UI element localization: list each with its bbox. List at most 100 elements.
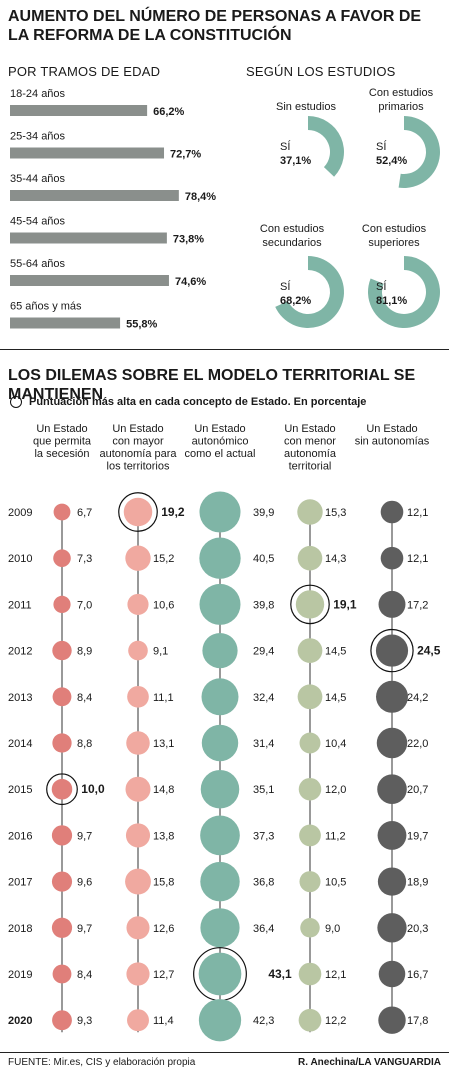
bubble [52, 687, 72, 707]
bubble-value-label: 16,7 [407, 969, 428, 981]
bubble [377, 867, 407, 896]
education-category-label: superiores [368, 237, 420, 249]
education-category-label: secundarios [262, 237, 322, 249]
bubble-value-label: 10,0 [81, 782, 105, 796]
bubble [298, 777, 322, 801]
year-label: 2014 [8, 738, 32, 750]
column-header-label: Un Estado [284, 423, 335, 435]
bubble [297, 499, 323, 525]
bubble-value-label: 17,2 [407, 599, 428, 611]
education-category-label: Con estudios [362, 223, 427, 235]
bubble [126, 916, 150, 940]
age-subtitle: POR TRAMOS DE EDAD [8, 64, 161, 79]
bubble-value-label: 14,5 [325, 646, 346, 658]
education-subtitle: SEGÚN LOS ESTUDIOS [246, 64, 396, 79]
education-category-label: Sin estudios [276, 101, 336, 113]
bubble-value-label: 20,7 [407, 784, 428, 796]
bubble-value-label: 19,2 [161, 505, 185, 519]
bubble [53, 595, 71, 613]
bubble [52, 640, 72, 661]
column-header-label: Un Estado [194, 423, 245, 435]
bubble-value-label: 36,4 [253, 923, 274, 935]
bubble-value-label: 14,3 [325, 553, 346, 565]
year-label: 2009 [8, 507, 32, 519]
footer-source: FUENTE: Mir.es, CIS y elaboración propia [8, 1057, 196, 1068]
bubble [300, 918, 320, 938]
column-header-label: Un Estado [112, 423, 163, 435]
donut-slice [275, 256, 344, 329]
age-bar [10, 190, 179, 201]
year-label: 2020 [8, 1015, 32, 1027]
donut-slice [398, 116, 441, 189]
bubble [201, 724, 239, 762]
education-category-label: Con estudios [260, 223, 325, 235]
bubble-value-label: 12,1 [407, 553, 428, 565]
donut-value-label: 81,1% [376, 295, 407, 307]
age-bar [10, 232, 167, 244]
bubble-value-label: 9,1 [153, 646, 168, 658]
max-ring-icon [46, 773, 78, 806]
donut-slice [368, 256, 440, 328]
bubble [377, 774, 407, 804]
bubble [51, 917, 73, 938]
bubble [375, 634, 409, 667]
age-category-label: 45-54 años [10, 216, 66, 228]
donut-value-label: 52,4% [376, 155, 407, 167]
bubble-value-label: 20,3 [407, 923, 428, 935]
age-category-label: 18-24 años [10, 88, 66, 100]
donut-inner-label: SÍ [376, 140, 387, 153]
bubble [128, 640, 148, 661]
section-divider [0, 349, 449, 350]
bubble [298, 1008, 322, 1032]
year-label: 2016 [8, 830, 32, 842]
bubble [378, 960, 406, 988]
bubble-value-label: 15,3 [325, 507, 346, 519]
main-title: AUMENTO DEL NÚMERO DE PERSONAS A FAVOR D… [8, 8, 422, 44]
age-bar [10, 275, 169, 286]
bubble-value-label: 7,0 [77, 599, 92, 611]
bubble-value-label: 39,8 [253, 599, 274, 611]
bubble-value-label: 7,3 [77, 553, 92, 565]
bubble [125, 868, 151, 895]
age-bar [10, 147, 165, 159]
donut-inner-label: SÍ [280, 140, 291, 153]
column-header-label: los territorios [107, 461, 170, 473]
age-category-label: 55-64 años [10, 258, 66, 270]
age-value-label: 74,6% [175, 276, 206, 288]
bubble [127, 593, 149, 615]
bubble-value-label: 9,7 [77, 830, 92, 842]
bubble-value-label: 12,0 [325, 784, 346, 796]
bubble [126, 731, 150, 755]
column-header-label: Un Estado [36, 423, 87, 435]
bubble [202, 632, 238, 669]
bubble-value-label: 12,6 [153, 923, 174, 935]
bubble [198, 952, 242, 996]
legend: Puntuación más alta en cada concepto de … [10, 396, 366, 408]
bubble [298, 962, 322, 986]
age-bar [10, 317, 121, 329]
column-header-label: sin autonomías [355, 436, 430, 448]
bubble-value-label: 11,2 [325, 830, 346, 842]
bubble [377, 913, 407, 943]
bubble-value-label: 14,8 [153, 784, 174, 796]
legend-ring-icon [10, 396, 22, 408]
bubble [53, 503, 71, 521]
education-category-label: Con estudios [369, 87, 434, 99]
year-label: 2010 [8, 553, 32, 565]
bubble-value-label: 31,4 [253, 738, 274, 750]
bubble-value-label: 13,8 [153, 830, 174, 842]
bubble-value-label: 29,4 [253, 646, 274, 658]
bubble [52, 1010, 72, 1031]
donut-inner-label: SÍ [376, 280, 387, 293]
bubble-value-label: 8,8 [77, 738, 92, 750]
bubble [52, 733, 72, 753]
bubble-value-label: 32,4 [253, 692, 274, 704]
bubble-value-label: 17,8 [407, 1015, 428, 1027]
column-header-label: que permita [33, 436, 92, 448]
year-label: 2019 [8, 969, 32, 981]
bubble [200, 769, 240, 809]
age-value-label: 72,7% [170, 149, 201, 161]
bubble-value-label: 10,4 [325, 738, 346, 750]
bubble-value-label: 11,4 [153, 1015, 174, 1027]
